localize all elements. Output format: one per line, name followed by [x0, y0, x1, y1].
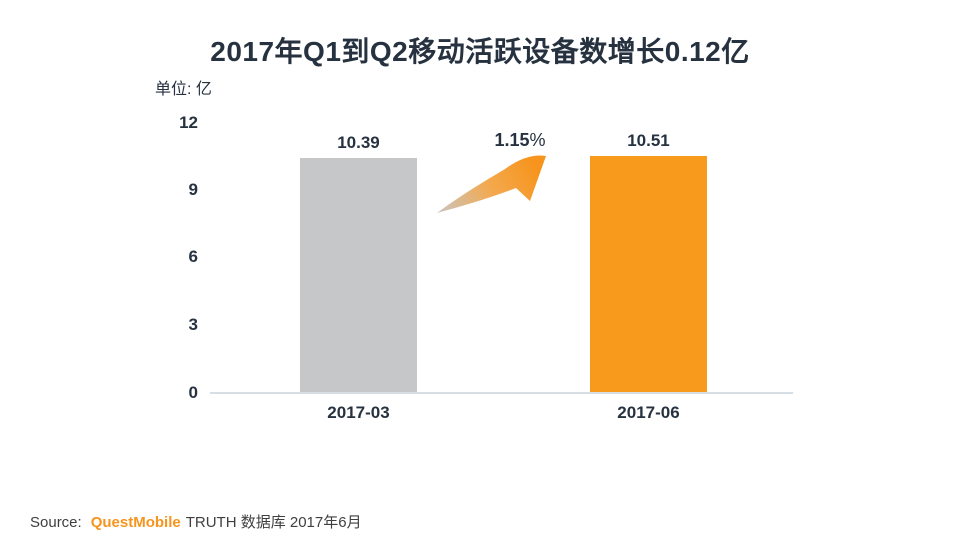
unit-label: 单位: 亿 — [155, 81, 212, 98]
bar-2017-03 — [300, 158, 417, 392]
source-prefix: Source: — [30, 514, 82, 531]
y-axis-tick-0: 0 — [188, 383, 198, 402]
bar-value-label: 10.51 — [627, 130, 670, 150]
bar-value-label: 10.39 — [337, 133, 380, 153]
chart-title: 2017年Q1到Q2移动活跃设备数增长0.12亿 — [210, 36, 750, 67]
source-suffix: TRUTH 数据库 2017年6月 — [185, 514, 362, 531]
x-axis-label-2017-06: 2017-06 — [617, 403, 680, 422]
x-axis-baseline — [210, 392, 793, 394]
y-axis-tick-3: 3 — [188, 315, 198, 334]
growth-rate-value: 1.15 — [494, 130, 530, 150]
source-line: Source: QuestMobile TRUTH 数据库 2017年6月 — [30, 511, 362, 532]
x-axis-label-2017-03: 2017-03 — [327, 403, 390, 422]
y-axis-tick-9: 9 — [188, 180, 198, 199]
bar-2017-06 — [590, 155, 707, 392]
growth-rate-suffix: % — [529, 130, 546, 150]
growth-rate-label: 1.15% — [455, 130, 585, 151]
source-brand: QuestMobile — [90, 514, 181, 531]
y-axis-tick-6: 6 — [188, 247, 198, 266]
y-axis-tick-12: 12 — [179, 113, 198, 132]
growth-arrow-icon — [437, 155, 546, 213]
